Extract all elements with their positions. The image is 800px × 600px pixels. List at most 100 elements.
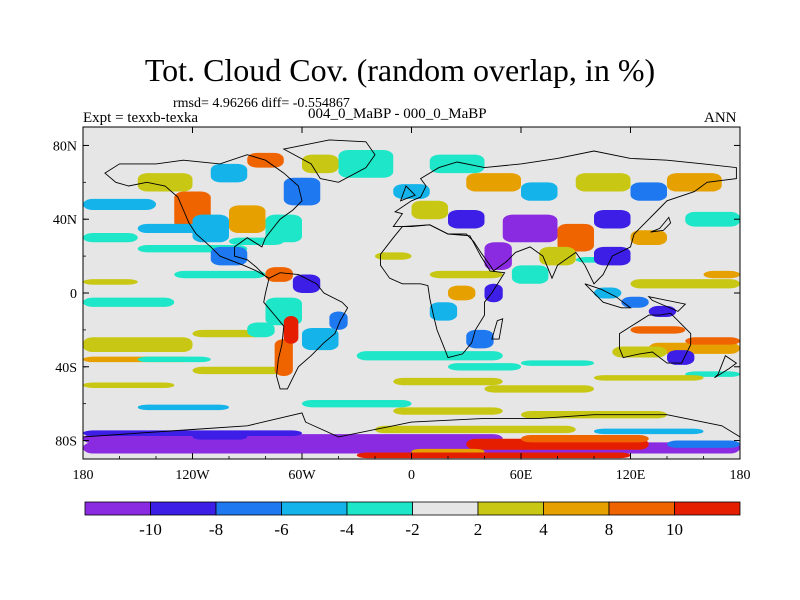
field-patch — [429, 154, 485, 174]
field-patch — [329, 311, 348, 330]
field-patch — [466, 173, 521, 192]
colorbar-label: 8 — [605, 520, 614, 539]
field-patch — [192, 366, 284, 375]
field-patch — [502, 214, 558, 243]
field-patch — [137, 356, 211, 363]
field-patch — [630, 230, 667, 246]
coastline — [399, 185, 416, 202]
field-patch — [283, 177, 321, 206]
field-patch — [484, 283, 503, 303]
field-patch — [521, 360, 594, 366]
colorbar-box — [412, 501, 479, 516]
field-patch — [667, 440, 740, 448]
field-patch — [265, 214, 302, 243]
coastline — [282, 139, 376, 183]
x-tick-label: 0 — [408, 468, 415, 483]
colorbar-label: -8 — [209, 520, 223, 539]
colorbar-label: 10 — [666, 520, 683, 539]
field-patch — [685, 337, 740, 345]
colorbar-label: -2 — [405, 520, 419, 539]
colorbar-box — [608, 501, 675, 516]
field-patch — [539, 246, 576, 266]
field-patch — [594, 375, 704, 381]
field-patch — [511, 265, 549, 284]
field-patch — [484, 242, 512, 270]
colorbar-label: 2 — [474, 520, 483, 539]
field-patch — [229, 205, 266, 234]
field-patch — [630, 279, 740, 289]
field-patch — [429, 270, 503, 279]
y-tick-label: 40S — [55, 361, 77, 376]
field-patch — [393, 407, 503, 415]
field-patch — [621, 296, 649, 308]
season-label: ANN — [704, 110, 737, 126]
colorbar-label: -4 — [340, 520, 355, 539]
field-patch — [83, 430, 302, 436]
field-patch — [83, 337, 193, 353]
field-patch — [393, 377, 503, 386]
field-patch — [292, 274, 321, 293]
field-patch — [83, 198, 156, 210]
colorbar-box — [84, 501, 151, 516]
field-patch — [83, 382, 175, 388]
field-patch — [83, 279, 138, 285]
field-patch — [192, 434, 248, 440]
field-patch — [192, 329, 266, 338]
field-patch — [375, 425, 576, 434]
colorbar-label: 4 — [539, 520, 548, 539]
field-patch — [83, 233, 138, 243]
field-patch — [356, 452, 631, 459]
colorbar: -10 -8 -6 -4 -2 2 4 8 10 — [84, 501, 741, 539]
x-tick-label: 60W — [288, 468, 316, 483]
y-tick-label: 80S — [55, 435, 77, 450]
coastline — [714, 355, 738, 379]
field-patch — [648, 342, 740, 354]
field-patch — [283, 316, 299, 344]
colorbar-box — [346, 501, 413, 516]
field-patch — [685, 211, 740, 227]
field-patch — [302, 154, 339, 174]
field-patch — [448, 285, 476, 301]
coastline — [584, 283, 632, 309]
field-patch — [466, 329, 494, 349]
coastline — [104, 154, 303, 279]
field-patch — [630, 326, 686, 334]
coastline — [392, 150, 737, 285]
colorbar-label: -10 — [139, 520, 162, 539]
colorbar-box — [477, 501, 544, 516]
field-patch — [265, 267, 293, 282]
field-patch — [575, 173, 631, 192]
field-patch — [83, 434, 503, 444]
x-tick-label: 120E — [616, 468, 646, 483]
field-patch — [302, 328, 339, 351]
field-patch — [703, 270, 740, 279]
field-patch — [247, 322, 275, 338]
y-tick-label: 80N — [53, 139, 77, 154]
field-patch — [521, 435, 649, 443]
x-tick-label: 60E — [510, 468, 533, 483]
coastline — [380, 224, 506, 359]
cloud-cover-field — [83, 150, 740, 459]
field-patch — [174, 270, 266, 279]
y-tick-label: 0 — [70, 287, 77, 302]
colorbar-box — [215, 501, 282, 516]
field-patch — [667, 173, 722, 192]
x-tick-label: 180 — [730, 468, 751, 483]
field-patch — [557, 223, 594, 252]
y-tick-label: 40N — [53, 213, 77, 228]
coastline — [650, 216, 672, 233]
field-patch — [83, 297, 175, 307]
field-patch — [484, 385, 594, 393]
x-tick-label: 120W — [175, 468, 210, 483]
coastline — [491, 318, 504, 340]
field-patch — [521, 182, 558, 201]
field-patch — [210, 246, 248, 266]
x-tick-label: 180 — [73, 468, 94, 483]
field-patch — [448, 363, 521, 371]
field-patch — [594, 210, 631, 229]
coastline — [83, 412, 740, 459]
field-patch — [210, 163, 248, 183]
coastline — [619, 312, 692, 364]
field-patch — [338, 150, 394, 178]
